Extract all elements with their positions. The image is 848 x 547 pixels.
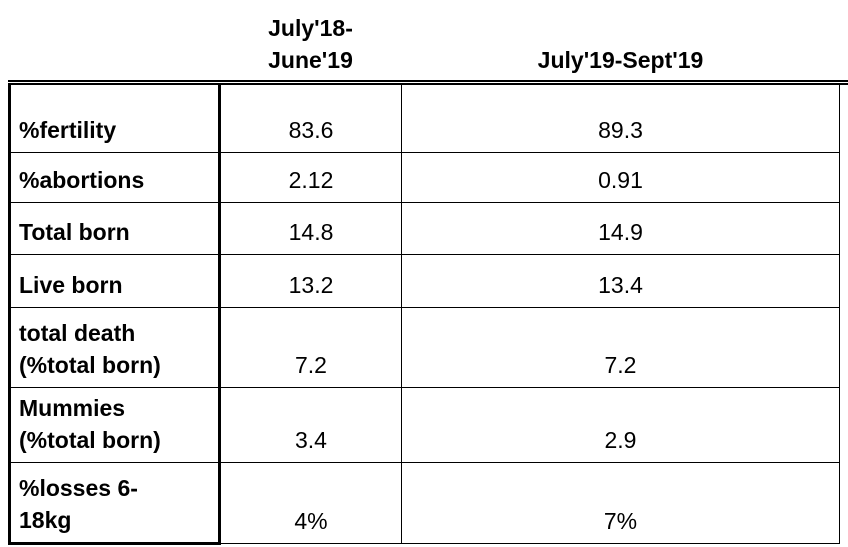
cell-value: 83.6 <box>219 80 402 153</box>
header-cell: July'18- June'19 <box>268 15 353 73</box>
table-row: %losses 6- 18kg 4% 7% <box>8 462 840 545</box>
cell-value: 14.9 <box>401 202 840 255</box>
cell-value: 7.2 <box>401 307 840 388</box>
cell-value: 7% <box>401 462 840 544</box>
table-row: %abortions 2.12 0.91 <box>8 152 840 203</box>
table-row: Total born 14.8 14.9 <box>8 202 840 255</box>
cell-value: 2.9 <box>401 387 840 463</box>
cell-value: 14.8 <box>219 202 402 255</box>
table-row: total death (%total born) 7.2 7.2 <box>8 307 840 388</box>
cell-value: 13.4 <box>401 254 840 308</box>
cell-value: 2.12 <box>219 152 402 203</box>
table-body: %fertility 83.6 89.3 %abortions 2.12 0.91 Tota… <box>8 80 840 545</box>
table-row: Live born 13.2 13.4 <box>8 254 840 308</box>
cell-value: 3.4 <box>219 387 402 463</box>
cell-value: 13.2 <box>219 254 402 308</box>
header-rule <box>838 80 848 85</box>
cell-value: 4% <box>219 462 402 544</box>
row-label: Live born <box>8 254 221 308</box>
row-label: %fertility <box>8 80 221 153</box>
cell-value: 0.91 <box>401 152 840 203</box>
table-header: July'18- June'19 July'19-Sept'19 <box>10 0 840 83</box>
row-label: total death (%total born) <box>8 307 221 388</box>
header-cell <box>10 0 220 83</box>
cell-value: 7.2 <box>219 307 402 388</box>
row-label: %abortions <box>8 152 221 203</box>
header-row: July'18- June'19 July'19-Sept'19 <box>10 0 840 83</box>
table-row: %fertility 83.6 89.3 <box>8 80 840 153</box>
table-row: Mummies (%total born) 3.4 2.9 <box>8 387 840 463</box>
cell-value: 89.3 <box>401 80 840 153</box>
row-label: %losses 6- 18kg <box>8 462 221 545</box>
header-cell: July'19-Sept'19 <box>537 47 704 73</box>
row-label: Total born <box>8 202 221 255</box>
row-label: Mummies (%total born) <box>8 387 221 463</box>
data-table: July'18- June'19 July'19-Sept'19 %fertil… <box>8 0 840 545</box>
